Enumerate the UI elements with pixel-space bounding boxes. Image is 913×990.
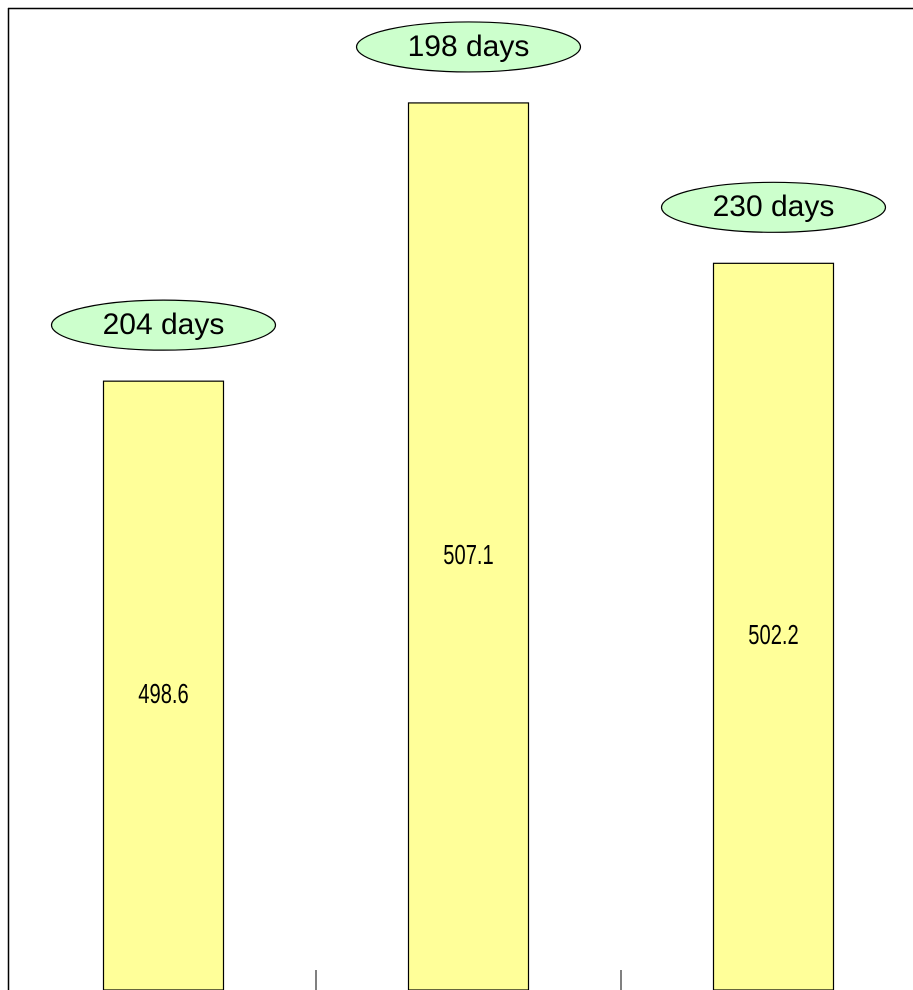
bar bbox=[102, 380, 225, 990]
annotation-bubble bbox=[660, 181, 887, 233]
bar bbox=[712, 262, 835, 990]
value-label: 502.2 bbox=[748, 620, 798, 651]
bar bbox=[407, 102, 530, 990]
annotation-label: 204 days bbox=[103, 308, 225, 341]
annotation-label: 230 days bbox=[713, 190, 835, 223]
value-label: 507.1 bbox=[443, 540, 493, 571]
annotation-bubble bbox=[50, 299, 277, 351]
annotation-label: 198 days bbox=[408, 30, 530, 63]
value-label: 498.6 bbox=[138, 679, 188, 710]
annotation-bubble bbox=[355, 21, 582, 73]
